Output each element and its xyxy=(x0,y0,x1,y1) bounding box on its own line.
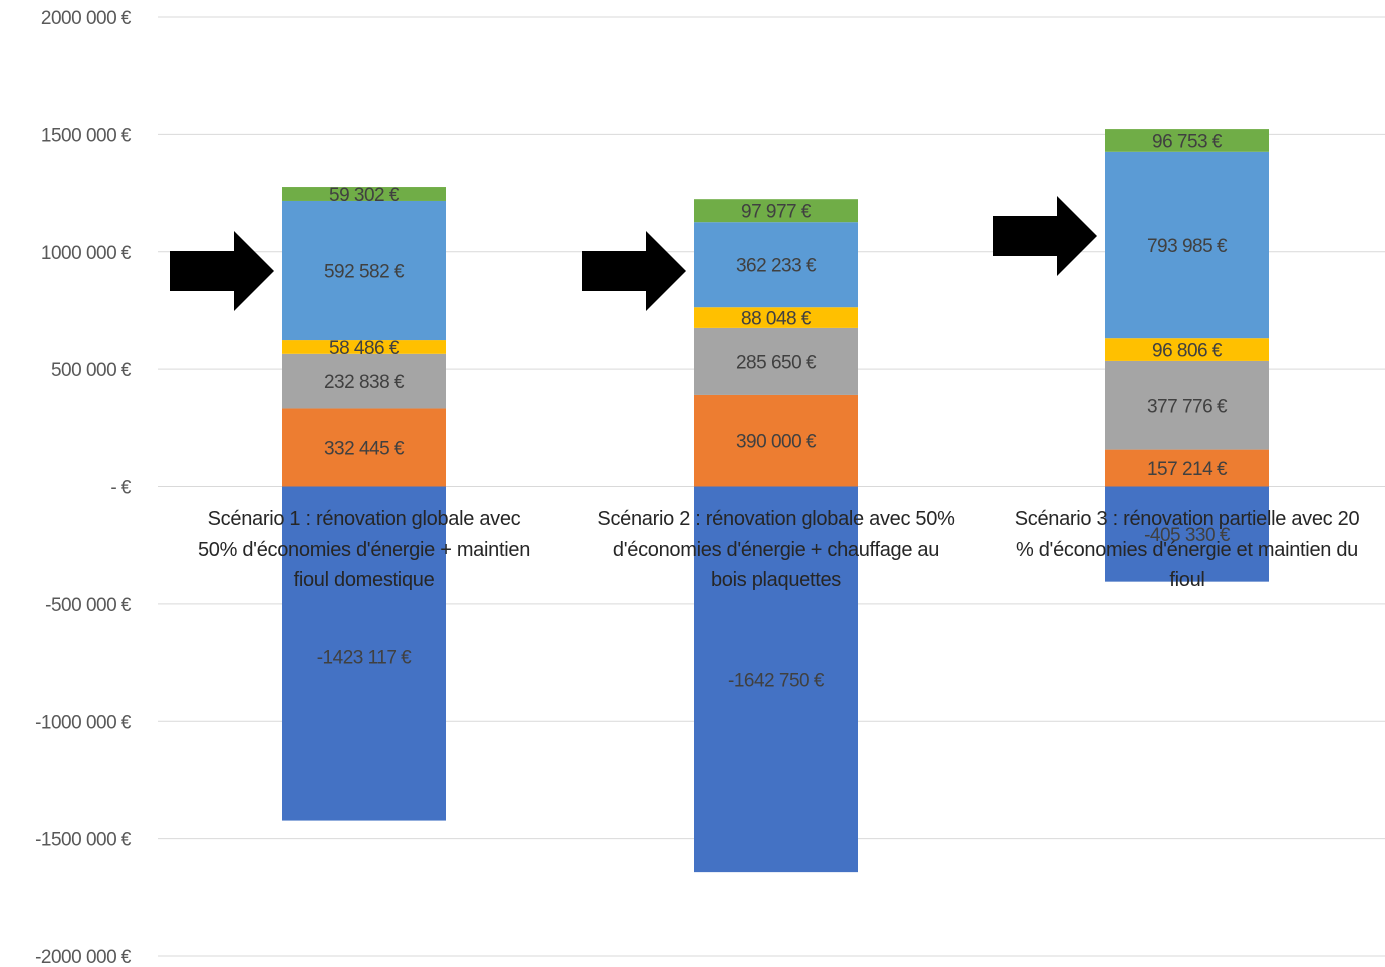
bar-segment xyxy=(694,199,858,223)
bar-segment xyxy=(1105,129,1269,152)
data-label: 157 214 € xyxy=(1147,459,1228,480)
category-label-line: fioul xyxy=(1169,569,1204,591)
data-label: 88 048 € xyxy=(741,309,812,330)
category-label-line: % d'économies d'énergie et maintien du xyxy=(1016,539,1358,561)
arrow-icon xyxy=(993,196,1097,276)
data-label: 59 302 € xyxy=(329,185,400,206)
bar-segment xyxy=(694,327,858,395)
data-labels: -1423 117 € 332 445 € 232 838 € 58 486 € 592… xyxy=(317,131,1232,692)
data-label: 232 838 € xyxy=(324,372,405,393)
bar-segment xyxy=(282,200,446,341)
bar-segment xyxy=(282,187,446,201)
bar-segment xyxy=(1105,338,1269,361)
data-label: 96 806 € xyxy=(1152,341,1223,362)
bar-segment xyxy=(282,353,446,409)
data-label: 592 582 € xyxy=(324,262,405,283)
y-tick-label: 1500 000 € xyxy=(41,125,132,146)
category-label-line: fioul domestique xyxy=(294,569,435,591)
arrow-icon xyxy=(170,231,274,311)
annotation-arrows xyxy=(170,196,1097,311)
bar-segment xyxy=(1105,360,1269,450)
y-tick-label: -1500 000 € xyxy=(35,830,132,851)
category-label: Scénario 3 : rénovation partielle avec 2… xyxy=(1015,508,1360,591)
category-label-line: Scénario 3 : rénovation partielle avec 2… xyxy=(1015,508,1360,530)
data-label: 97 977 € xyxy=(741,202,812,223)
bar-segment xyxy=(282,340,446,354)
category-label: Scénario 1 : rénovation globale avec 50% … xyxy=(198,508,530,591)
bars xyxy=(282,129,1269,873)
bar-segment xyxy=(1105,449,1269,487)
bar-segment xyxy=(694,307,858,328)
bar-segment xyxy=(1105,486,1269,582)
y-tick-label: -1000 000 € xyxy=(35,712,132,733)
arrow-icon xyxy=(582,231,686,311)
y-axis-tick-labels: 2000 000 € 1500 000 € 1000 000 € 500 000 € -… xyxy=(35,8,132,967)
data-label: 362 233 € xyxy=(736,256,817,277)
data-label: 332 445 € xyxy=(324,438,405,459)
category-label-line: 50% d'économies d'énergie + maintien xyxy=(198,539,530,561)
data-label: 793 985 € xyxy=(1147,236,1228,257)
data-label: -405 330 € xyxy=(1144,525,1231,546)
y-tick-label: -2000 000 € xyxy=(35,947,132,967)
category-label: Scénario 2 : rénovation globale avec 50%… xyxy=(597,508,955,591)
category-labels: Scénario 1 : rénovation globale avec 50% … xyxy=(198,508,1360,591)
data-label: 390 000 € xyxy=(736,432,817,453)
bar-segment xyxy=(694,222,858,308)
bar-segment xyxy=(694,486,858,873)
y-tick-label: 1000 000 € xyxy=(41,243,132,264)
bar-segment xyxy=(282,486,446,821)
data-label: 58 486 € xyxy=(329,338,400,359)
data-label: 96 753 € xyxy=(1152,131,1223,152)
bar-segment xyxy=(282,408,446,487)
data-label: 285 650 € xyxy=(736,352,817,373)
category-label-line: d'économies d'énergie + chauffage au xyxy=(613,539,939,561)
y-tick-label: 2000 000 € xyxy=(41,8,132,29)
data-label: -1423 117 € xyxy=(317,648,412,669)
bar-segment xyxy=(1105,151,1269,339)
data-label: -1642 750 € xyxy=(728,671,825,692)
category-label-line: Scénario 1 : rénovation globale avec xyxy=(208,508,521,530)
y-tick-label: 500 000 € xyxy=(51,360,132,381)
bar-segment xyxy=(694,394,858,487)
data-label: 377 776 € xyxy=(1147,396,1228,417)
category-label-line: bois plaquettes xyxy=(711,569,841,591)
y-tick-label: - € xyxy=(110,478,132,499)
y-tick-label: -500 000 € xyxy=(45,595,132,616)
category-label-line: Scénario 2 : rénovation globale avec 50% xyxy=(597,508,955,530)
